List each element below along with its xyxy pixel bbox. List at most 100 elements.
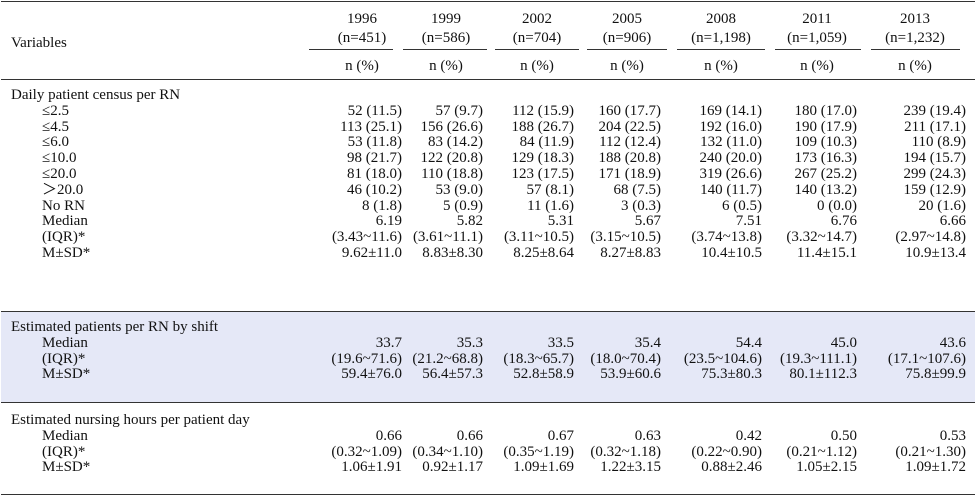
table-cell: 159 (12.9) — [903, 181, 967, 198]
table-cell: 140 (13.2) — [794, 181, 858, 198]
table-cell: 6.19 — [375, 213, 402, 230]
section-rule — [1, 311, 975, 312]
table-cell: 112 (12.4) — [599, 134, 661, 151]
table-cell: 240 (20.0) — [699, 150, 763, 167]
table-cell: 9.62±11.0 — [341, 245, 402, 261]
top-rule — [1, 1, 975, 2]
table-cell: (3.11~10.5) — [503, 229, 574, 246]
table-cell: 0.53 — [939, 427, 966, 444]
table-cell: 188 (26.7) — [511, 118, 575, 135]
table-cell: 5.31 — [547, 213, 574, 230]
table-cell: 6.76 — [830, 213, 857, 230]
table-cell: 123 (17.5) — [511, 166, 575, 182]
table-cell: 190 (17.9) — [794, 118, 858, 135]
row-label: (IQR)* — [42, 229, 86, 246]
table-cell: (18.0~70.4) — [590, 350, 661, 367]
table-cell: 319 (26.6) — [699, 166, 763, 182]
table-cell: 5 (0.9) — [443, 197, 483, 214]
table-cell: 10.4±10.5 — [701, 245, 762, 261]
table-cell: 81 (18.0) — [347, 166, 402, 182]
table-cell: (0.21~1.30) — [895, 443, 966, 460]
unit-subheader: n (%) — [345, 58, 379, 74]
bottom-rule — [1, 494, 975, 495]
table-cell: (0.35~1.19) — [503, 443, 574, 460]
table-cell: 5.67 — [634, 213, 661, 230]
row-label: M±SD* — [42, 459, 91, 476]
table-cell: 6.66 — [939, 213, 966, 230]
row-label: ＞20.0 — [42, 181, 84, 198]
header-bottom-rule — [1, 79, 975, 80]
row-label: ≤6.0 — [42, 134, 69, 151]
row-label: Median — [42, 427, 88, 444]
row-label: ≤2.5 — [42, 102, 69, 119]
section-rule — [1, 402, 975, 403]
sample-size: (n=451) — [337, 30, 387, 46]
table-cell: 192 (16.0) — [699, 118, 763, 135]
table-cell: 299 (24.3) — [903, 166, 967, 182]
year-underline-1 — [403, 49, 487, 50]
table-cell: 0.63 — [634, 427, 661, 444]
table-cell: 3 (0.3) — [621, 197, 661, 214]
row-label: ≤4.5 — [42, 118, 69, 135]
table-cell: 43.6 — [939, 334, 966, 351]
sample-size: (n=906) — [602, 30, 652, 46]
table-cell: 7.51 — [735, 213, 762, 230]
table-cell: 122 (20.8) — [420, 150, 484, 167]
table-cell: 6 (0.5) — [722, 197, 762, 214]
table-cell: (0.32~1.09) — [331, 443, 402, 460]
table-cell: (2.97~14.8) — [895, 229, 966, 246]
table-cell: (3.15~10.5) — [590, 229, 661, 246]
table-cell: 1.05±2.15 — [796, 459, 857, 476]
table-cell: 8.27±8.83 — [600, 245, 661, 261]
table-cell: 46 (10.2) — [347, 181, 402, 198]
row-label: (IQR)* — [42, 350, 86, 367]
table-cell: 33.5 — [547, 334, 574, 351]
table-cell: 8.25±8.64 — [513, 245, 574, 261]
table-cell: 98 (21.7) — [347, 150, 402, 167]
row-label: ≤10.0 — [42, 150, 77, 167]
table-cell: (3.74~13.8) — [691, 229, 762, 246]
section-title: Estimated patients per RN by shift — [11, 319, 219, 335]
table-cell: 57 (9.7) — [435, 102, 484, 119]
table-cell: 53.9±60.6 — [600, 366, 661, 383]
table-cell: (19.3~111.1) — [780, 350, 857, 367]
table-cell: 156 (26.6) — [420, 118, 484, 135]
year-header: 1999 — [431, 11, 461, 27]
table-cell: 53 (11.8) — [347, 134, 402, 151]
sample-size: (n=1,232) — [885, 30, 945, 46]
unit-subheader: n (%) — [610, 58, 644, 74]
table-cell: (0.21~1.12) — [786, 443, 857, 460]
table-cell: 11.4±15.1 — [796, 245, 857, 261]
row-label: M±SD* — [42, 366, 91, 383]
table-cell: 35.3 — [456, 334, 483, 351]
table-cell: 68 (7.5) — [613, 181, 662, 198]
table-cell: 211 (17.1) — [904, 118, 966, 135]
table-cell: 5.82 — [456, 213, 483, 230]
row-label: ≤20.0 — [42, 166, 77, 182]
table-cell: 112 (15.9) — [512, 102, 574, 119]
table-cell: 194 (15.7) — [903, 150, 967, 167]
year-header: 2002 — [522, 11, 552, 27]
year-underline-4 — [677, 49, 765, 50]
table-cell: (18.3~65.7) — [503, 350, 574, 367]
table-cell: (0.32~1.18) — [590, 443, 661, 460]
table-cell: 75.8±99.9 — [905, 366, 966, 383]
table-cell: 56.4±57.3 — [422, 366, 483, 383]
table-cell: 33.7 — [375, 334, 402, 351]
table-cell: 83 (14.2) — [428, 134, 483, 151]
table-cell: 140 (11.7) — [700, 181, 762, 198]
table-cell: 20 (1.6) — [918, 197, 967, 214]
table-cell: 0 (0.0) — [817, 197, 857, 214]
row-label: No RN — [42, 197, 85, 214]
table-cell: 1.06±1.91 — [341, 459, 402, 476]
row-label: Median — [42, 213, 88, 230]
table-cell: 35.4 — [634, 334, 661, 351]
table-cell: (0.34~1.10) — [412, 443, 483, 460]
year-underline-5 — [775, 49, 861, 50]
year-underline-0 — [309, 49, 393, 50]
unit-subheader: n (%) — [429, 58, 463, 74]
table-cell: 52.8±58.9 — [513, 366, 574, 383]
table-cell: 54.4 — [735, 334, 762, 351]
sample-size: (n=704) — [512, 30, 562, 46]
